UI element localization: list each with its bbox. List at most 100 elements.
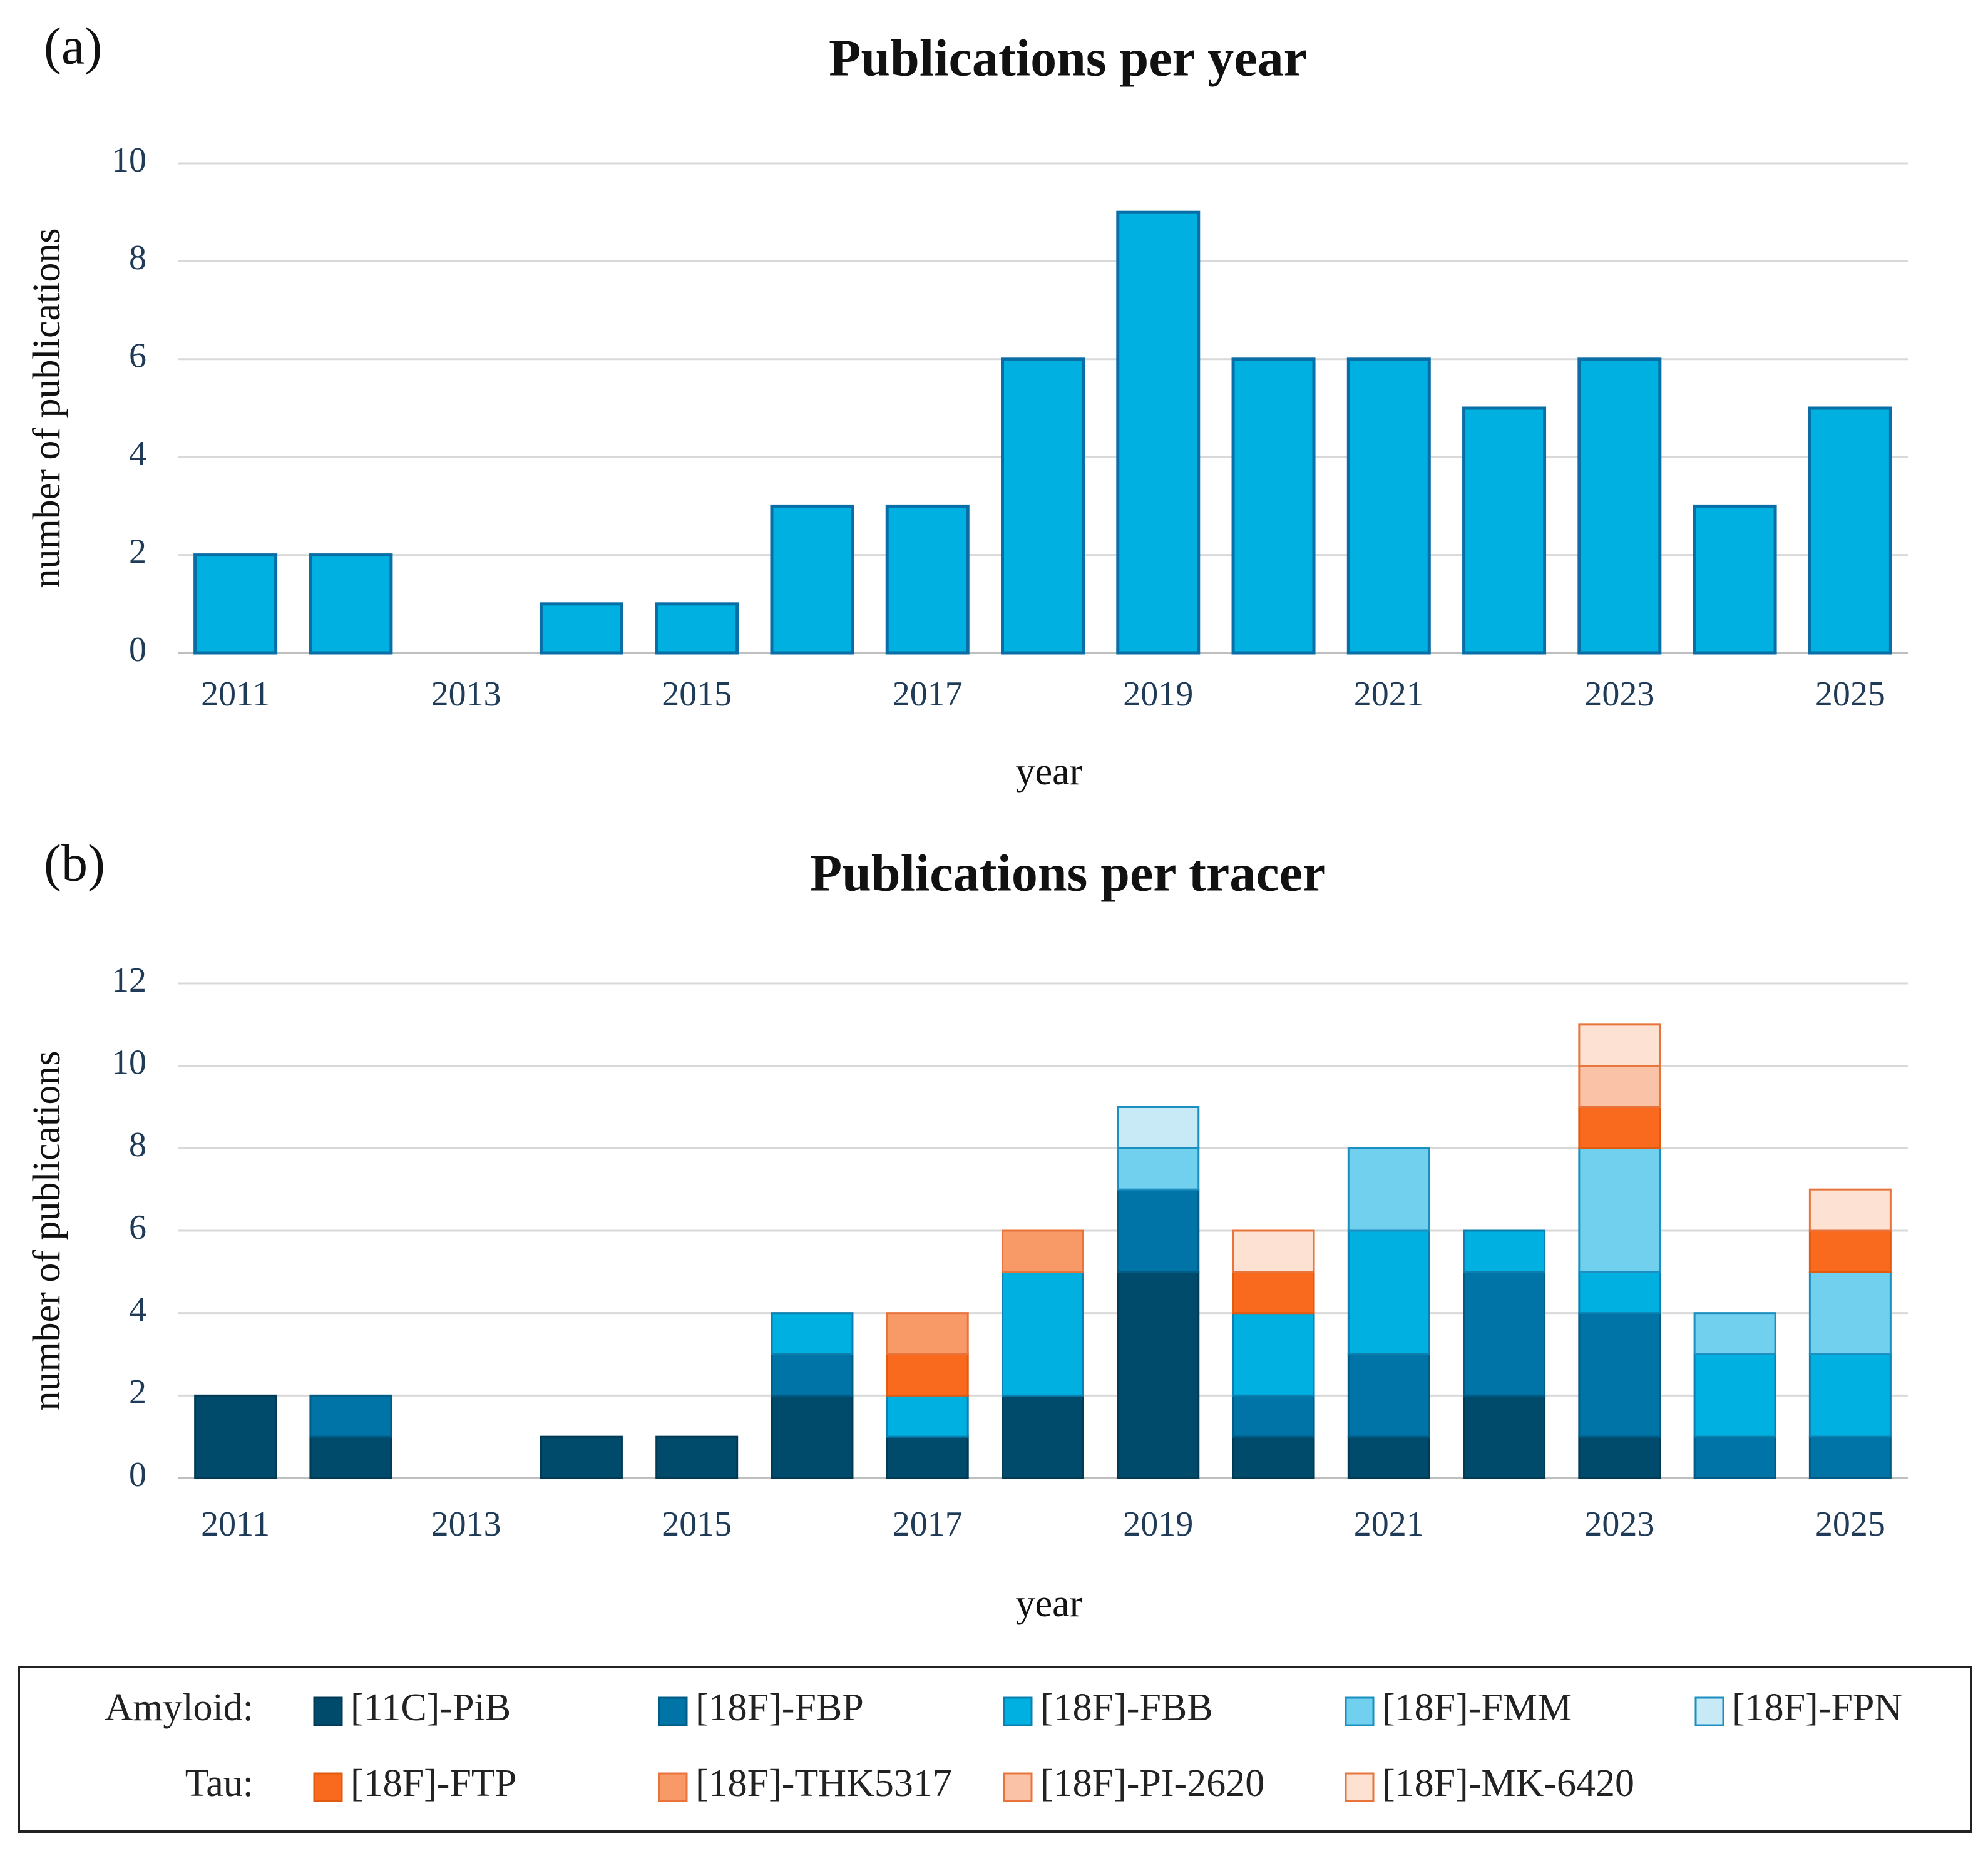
bar-segment bbox=[1578, 1023, 1661, 1067]
bar-segment bbox=[771, 1353, 854, 1397]
bar-segment bbox=[1232, 1394, 1315, 1438]
bar-segment bbox=[1578, 1271, 1661, 1315]
legend-label: [18F]-THK5317 bbox=[695, 1762, 952, 1805]
x-tick-label: 2017 bbox=[893, 675, 963, 714]
x-tick-label: 2023 bbox=[1584, 1505, 1654, 1544]
legend-swatch bbox=[1694, 1696, 1724, 1726]
legend-label: [18F]-FPN bbox=[1732, 1686, 1902, 1729]
panel-label: (a) bbox=[44, 17, 102, 75]
y-tick-label: 6 bbox=[129, 337, 146, 376]
bar-segment bbox=[1117, 1106, 1200, 1149]
y-tick-label: 8 bbox=[129, 1125, 146, 1164]
legend-label: [18F]-MK-6420 bbox=[1382, 1762, 1634, 1805]
y-tick-label: 4 bbox=[129, 434, 146, 473]
bar-segment bbox=[1463, 1229, 1546, 1273]
bar bbox=[1462, 406, 1547, 655]
chart-title: Publications per year bbox=[829, 29, 1307, 87]
bar-segment bbox=[655, 1435, 739, 1479]
y-axis-title: number of publications bbox=[26, 228, 68, 588]
y-tick-label: 0 bbox=[129, 1455, 146, 1494]
x-tick-label: 2013 bbox=[431, 1505, 501, 1544]
bar-segment bbox=[309, 1435, 392, 1479]
bar-segment bbox=[540, 1435, 623, 1479]
y-tick-label: 8 bbox=[129, 238, 146, 277]
legend-swatch bbox=[658, 1772, 688, 1802]
x-tick-label: 2011 bbox=[201, 675, 270, 714]
bar-segment bbox=[1232, 1271, 1315, 1315]
legend-swatch bbox=[313, 1696, 343, 1726]
bar-segment bbox=[1347, 1229, 1430, 1355]
y-tick-label: 10 bbox=[111, 141, 146, 180]
bar bbox=[1693, 504, 1777, 655]
legend-label: [18F]-PI-2620 bbox=[1040, 1762, 1264, 1805]
bar-segment bbox=[1578, 1106, 1661, 1149]
legend-group-label: Tau: bbox=[185, 1762, 254, 1805]
x-tick-label: 2013 bbox=[431, 675, 501, 714]
chart-title: Publications per tracer bbox=[810, 844, 1326, 902]
y-tick-label: 6 bbox=[129, 1208, 146, 1247]
y-axis-title: number of publications bbox=[26, 1050, 68, 1410]
bar-segment bbox=[771, 1394, 854, 1479]
x-tick-label: 2025 bbox=[1815, 675, 1885, 714]
bar-segment bbox=[194, 1394, 277, 1479]
bar bbox=[193, 553, 278, 655]
x-tick-label: 2017 bbox=[893, 1505, 963, 1544]
bar-segment bbox=[1808, 1435, 1892, 1479]
y-tick-label: 2 bbox=[129, 1373, 146, 1412]
legend-box bbox=[18, 1666, 1972, 1833]
bar bbox=[1001, 357, 1085, 655]
bar-segment bbox=[886, 1353, 969, 1397]
bar-segment bbox=[1347, 1147, 1430, 1232]
bar-segment bbox=[1002, 1229, 1084, 1273]
x-tick-label: 2025 bbox=[1815, 1505, 1885, 1544]
bar bbox=[1577, 357, 1662, 655]
bar-segment bbox=[1693, 1353, 1776, 1438]
x-axis-title: year bbox=[1016, 1582, 1083, 1625]
bar-segment bbox=[1578, 1312, 1661, 1438]
bar-segment bbox=[1347, 1435, 1430, 1479]
legend-label: [18F]-FBP bbox=[695, 1686, 864, 1729]
x-tick-label: 2015 bbox=[662, 1505, 732, 1544]
bar-segment bbox=[1578, 1147, 1661, 1273]
bar-segment bbox=[1002, 1271, 1084, 1397]
bar-segment bbox=[1232, 1435, 1315, 1479]
bar-segment bbox=[1693, 1435, 1776, 1479]
legend-swatch bbox=[1003, 1772, 1033, 1802]
y-tick-label: 12 bbox=[111, 961, 146, 1000]
y-tick-label: 2 bbox=[129, 532, 146, 571]
bar-segment bbox=[309, 1394, 392, 1438]
y-tick-label: 0 bbox=[129, 630, 146, 669]
bar bbox=[539, 602, 623, 655]
y-tick-label: 4 bbox=[129, 1291, 146, 1330]
x-tick-label: 2021 bbox=[1354, 675, 1424, 714]
x-tick-label: 2015 bbox=[662, 675, 732, 714]
bar-segment bbox=[1578, 1435, 1661, 1479]
bar-segment bbox=[1808, 1188, 1892, 1232]
bar-segment bbox=[886, 1394, 969, 1438]
bar bbox=[885, 504, 970, 655]
bar-segment bbox=[1002, 1394, 1084, 1479]
bar-segment bbox=[1347, 1353, 1430, 1438]
bar-segment bbox=[1808, 1271, 1892, 1356]
bar bbox=[1346, 357, 1431, 655]
legend-swatch bbox=[1345, 1696, 1375, 1726]
bar-segment bbox=[1117, 1188, 1200, 1273]
legend-swatch bbox=[1003, 1696, 1033, 1726]
legend-label: [11C]-PiB bbox=[351, 1686, 511, 1729]
bar-segment bbox=[1232, 1312, 1315, 1397]
bar-segment bbox=[886, 1312, 969, 1356]
legend-swatch bbox=[1345, 1772, 1375, 1802]
bar-segment bbox=[1808, 1229, 1892, 1273]
x-tick-label: 2011 bbox=[201, 1505, 270, 1544]
bar-segment bbox=[1117, 1271, 1200, 1479]
legend-swatch bbox=[313, 1772, 343, 1802]
legend-swatch bbox=[658, 1696, 688, 1726]
bar-segment bbox=[1463, 1271, 1546, 1397]
bar bbox=[1231, 357, 1316, 655]
bar-segment bbox=[1463, 1394, 1546, 1479]
x-tick-label: 2019 bbox=[1123, 675, 1193, 714]
x-tick-label: 2021 bbox=[1354, 1505, 1424, 1544]
bar-segment bbox=[1578, 1065, 1661, 1108]
bar-segment bbox=[1808, 1353, 1892, 1438]
